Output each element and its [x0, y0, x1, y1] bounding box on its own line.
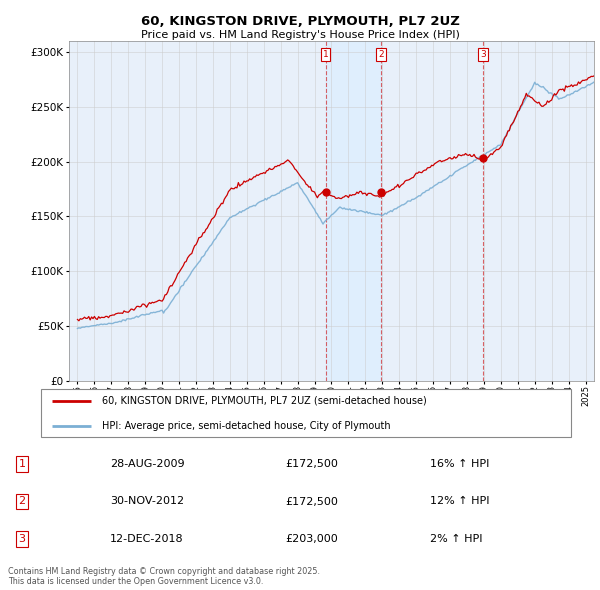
Text: £172,500: £172,500	[285, 459, 338, 469]
Text: Contains HM Land Registry data © Crown copyright and database right 2025.
This d: Contains HM Land Registry data © Crown c…	[8, 566, 320, 586]
Text: 28-AUG-2009: 28-AUG-2009	[110, 459, 185, 469]
Text: 1: 1	[323, 50, 329, 59]
Bar	[326, 41, 381, 381]
Text: 1: 1	[19, 459, 25, 469]
Text: £203,000: £203,000	[285, 534, 338, 544]
Text: 30-NOV-2012: 30-NOV-2012	[110, 497, 184, 506]
Text: 60, KINGSTON DRIVE, PLYMOUTH, PL7 2UZ (semi-detached house): 60, KINGSTON DRIVE, PLYMOUTH, PL7 2UZ (s…	[102, 396, 427, 406]
Text: Price paid vs. HM Land Registry's House Price Index (HPI): Price paid vs. HM Land Registry's House …	[140, 30, 460, 40]
Text: 3: 3	[19, 534, 25, 544]
Text: 16% ↑ HPI: 16% ↑ HPI	[430, 459, 490, 469]
Text: 2: 2	[19, 497, 26, 506]
Text: £172,500: £172,500	[285, 497, 338, 506]
Text: 60, KINGSTON DRIVE, PLYMOUTH, PL7 2UZ: 60, KINGSTON DRIVE, PLYMOUTH, PL7 2UZ	[140, 15, 460, 28]
Text: 12% ↑ HPI: 12% ↑ HPI	[430, 497, 490, 506]
FancyBboxPatch shape	[41, 389, 571, 437]
Text: 3: 3	[480, 50, 486, 59]
Text: 2: 2	[378, 50, 384, 59]
Text: 12-DEC-2018: 12-DEC-2018	[110, 534, 184, 544]
Text: HPI: Average price, semi-detached house, City of Plymouth: HPI: Average price, semi-detached house,…	[102, 421, 391, 431]
Text: 2% ↑ HPI: 2% ↑ HPI	[430, 534, 482, 544]
